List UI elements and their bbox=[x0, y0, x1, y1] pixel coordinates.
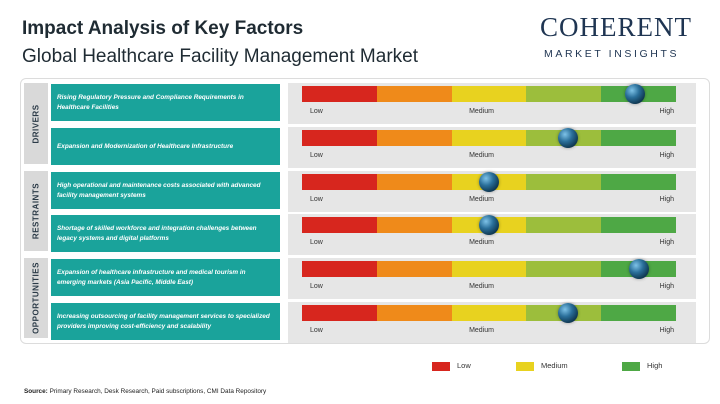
scale-label-high: High bbox=[659, 108, 674, 115]
factor-box: Shortage of skilled workforce and integr… bbox=[51, 215, 280, 252]
factor-text: Rising Regulatory Pressure and Complianc… bbox=[57, 93, 244, 111]
scale-label-high: High bbox=[659, 239, 674, 246]
category-label: OPPORTUNITIES bbox=[31, 262, 41, 334]
source-note: Source: Primary Research, Desk Research,… bbox=[24, 388, 266, 395]
category-label: DRIVERS bbox=[31, 103, 41, 144]
impact-marker bbox=[479, 215, 499, 235]
scale-label-medium: Medium bbox=[469, 327, 494, 334]
scale-segment-1 bbox=[302, 217, 377, 233]
category-opportunities: OPPORTUNITIES bbox=[24, 258, 48, 338]
impact-scale bbox=[302, 261, 676, 277]
factor-text: Expansion and Modernization of Healthcar… bbox=[57, 142, 234, 150]
scale-segment-1 bbox=[302, 174, 377, 190]
category-restraints: RESTRAINTS bbox=[24, 171, 48, 251]
scale-segment-3 bbox=[451, 130, 527, 146]
page-subtitle: Global Healthcare Facility Management Ma… bbox=[22, 46, 419, 67]
factor-box: High operational and maintenance costs a… bbox=[51, 172, 280, 209]
scale-segment-2 bbox=[376, 217, 452, 233]
scale-segment-5 bbox=[601, 305, 676, 321]
scale-segment-2 bbox=[376, 130, 452, 146]
scale-segment-5 bbox=[601, 130, 676, 146]
legend-swatch bbox=[432, 362, 450, 371]
scale-label-medium: Medium bbox=[469, 283, 494, 290]
scale-segment-1 bbox=[302, 86, 377, 102]
scale-segment-1 bbox=[302, 261, 377, 277]
logo-wordmark: COHERENT bbox=[540, 12, 692, 42]
impact-scale bbox=[302, 305, 676, 321]
impact-scale bbox=[302, 174, 676, 190]
scale-label-medium: Medium bbox=[469, 152, 494, 159]
factor-box: Expansion of healthcare infrastructure a… bbox=[51, 259, 280, 296]
legend-swatch bbox=[622, 362, 640, 371]
scale-label-low: Low bbox=[310, 327, 323, 334]
factor-box: Rising Regulatory Pressure and Complianc… bbox=[51, 84, 280, 121]
impact-scale bbox=[302, 130, 676, 146]
scale-segment-3 bbox=[451, 305, 527, 321]
scale-segment-1 bbox=[302, 305, 377, 321]
company-logo: COHERENT MARKET INSIGHTS bbox=[526, 10, 712, 68]
factor-box: Increasing outsourcing of facility manag… bbox=[51, 303, 280, 340]
impact-marker bbox=[479, 172, 499, 192]
scale-label-low: Low bbox=[310, 108, 323, 115]
scale-label-low: Low bbox=[310, 152, 323, 159]
scale-label-medium: Medium bbox=[469, 196, 494, 203]
scale-segment-4 bbox=[526, 217, 602, 233]
scale-label-high: High bbox=[659, 327, 674, 334]
scale-label-medium: Medium bbox=[469, 239, 494, 246]
scale-segment-1 bbox=[302, 130, 377, 146]
scale-label-high: High bbox=[659, 196, 674, 203]
scale-segment-2 bbox=[376, 305, 452, 321]
source-text: Primary Research, Desk Research, Paid su… bbox=[49, 388, 267, 395]
scale-segment-3 bbox=[451, 86, 527, 102]
scale-segment-2 bbox=[376, 261, 452, 277]
impact-marker bbox=[557, 128, 578, 148]
category-label: RESTRAINTS bbox=[31, 182, 41, 240]
scale-label-medium: Medium bbox=[469, 108, 494, 115]
category-drivers: DRIVERS bbox=[24, 83, 48, 164]
scale-segment-5 bbox=[601, 217, 676, 233]
impact-panel bbox=[20, 78, 710, 344]
logo-tagline: MARKET INSIGHTS bbox=[544, 48, 680, 60]
factor-text: Expansion of healthcare infrastructure a… bbox=[57, 268, 246, 286]
scale-segment-4 bbox=[526, 86, 602, 102]
factor-text: Shortage of skilled workforce and integr… bbox=[57, 224, 257, 242]
source-label: Source: bbox=[24, 388, 48, 395]
scale-segment-5 bbox=[601, 174, 676, 190]
scale-segment-2 bbox=[376, 86, 452, 102]
impact-marker bbox=[557, 303, 578, 323]
scale-label-low: Low bbox=[310, 283, 323, 290]
factor-text: Increasing outsourcing of facility manag… bbox=[57, 312, 270, 330]
scale-label-high: High bbox=[659, 152, 674, 159]
legend-label: Low bbox=[457, 361, 471, 370]
factor-box: Expansion and Modernization of Healthcar… bbox=[51, 128, 280, 165]
impact-marker bbox=[624, 84, 645, 104]
scale-label-low: Low bbox=[310, 196, 323, 203]
scale-segment-4 bbox=[526, 261, 602, 277]
page-title: Impact Analysis of Key Factors bbox=[22, 18, 304, 39]
impact-scale bbox=[302, 86, 676, 102]
impact-marker bbox=[628, 259, 649, 279]
scale-label-high: High bbox=[659, 283, 674, 290]
scale-segment-3 bbox=[451, 261, 527, 277]
scale-segment-2 bbox=[376, 174, 452, 190]
factor-text: High operational and maintenance costs a… bbox=[57, 181, 261, 199]
legend-label: Medium bbox=[541, 361, 568, 370]
scale-segment-4 bbox=[526, 174, 602, 190]
scale-label-low: Low bbox=[310, 239, 323, 246]
legend-swatch bbox=[516, 362, 534, 371]
legend-label: High bbox=[647, 361, 663, 370]
